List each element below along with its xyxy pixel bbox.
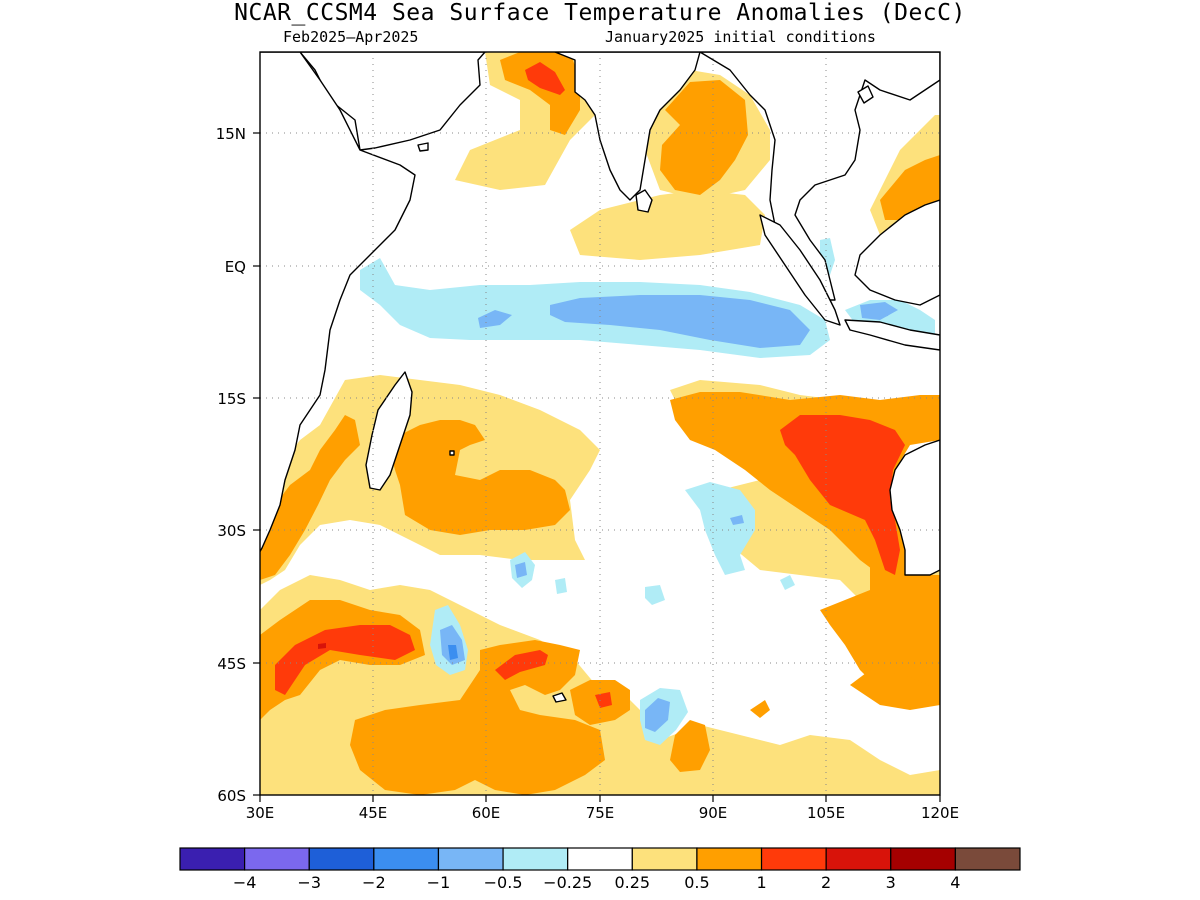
lon-label: 30E [246,804,275,822]
colorbar-swatch [696,847,763,871]
sri-lanka-island [635,189,653,213]
colorbar-label: −0.25 [543,873,592,892]
colorbar-swatch [567,847,633,871]
borneo-island [854,199,940,306]
reunion-island [449,450,455,456]
hainan-island [857,85,874,104]
east-africa-coast [260,52,416,553]
southeast-asia-landmass [699,52,940,301]
lat-label: 15S [217,390,246,408]
lon-label: 90E [699,804,728,822]
sumatra-island [759,214,841,326]
colorbar-swatch [244,847,310,871]
java-island [844,319,940,351]
colorbar-label: 2 [821,873,831,892]
colorbar-swatch [502,847,569,871]
colorbar-swatch [954,847,1021,871]
anomaly-neg-1-2 [448,645,458,660]
anomaly-field [260,52,940,795]
colorbar-swatch [631,847,698,871]
lat-label: 45S [217,655,246,673]
colorbar-label: 0.25 [614,873,650,892]
colorbar-label: 0.5 [684,873,709,892]
colorbar-swatch [179,847,246,871]
lat-label: 60S [217,787,246,805]
lat-label: 30S [217,522,246,540]
kerguelen-island [552,692,567,703]
colorbar-label: −0.5 [484,873,523,892]
anomaly-2-3 [318,643,326,649]
map-title: NCAR_CCSM4 Sea Surface Temperature Anoma… [234,0,966,26]
latitude-labels: 15N EQ 15S 30S 45S 60S [216,125,246,805]
colorbar-swatch [890,847,956,871]
initial-conditions: January2025 initial conditions [605,28,876,46]
axis-ticks [253,132,941,802]
colorbar-label: 3 [886,873,896,892]
lat-label: 15N [216,125,246,143]
lon-label: 60E [472,804,501,822]
colorbar-label: −2 [362,873,386,892]
colorbar-label: 1 [756,873,766,892]
colorbar-swatch [760,847,827,871]
colorbar-label: 4 [950,873,960,892]
forecast-period: Feb2025–Apr2025 [283,28,419,46]
colorbar-label: −3 [297,873,321,892]
colorbar: −4 −3 −2 −1 −0.5 −0.25 0.25 0.5 1 2 3 4 [179,847,1021,892]
colorbar-label: −4 [233,873,257,892]
lon-label: 105E [807,804,845,822]
colorbar-swatch [825,847,892,871]
lat-label: EQ [225,258,246,276]
lon-label: 120E [921,804,959,822]
anomaly-1-2 [275,62,905,708]
lon-label: 75E [586,804,615,822]
india-landmass [554,52,701,201]
colorbar-swatch [308,847,375,871]
colorbar-label: −1 [427,873,451,892]
socotra-island [417,142,429,152]
lon-label: 45E [359,804,388,822]
australia-landmass [889,439,940,576]
colorbar-swatch [373,847,440,871]
longitude-labels: 30E 45E 60E 75E 90E 105E 120E [246,804,959,822]
colorbar-swatch [437,847,504,871]
